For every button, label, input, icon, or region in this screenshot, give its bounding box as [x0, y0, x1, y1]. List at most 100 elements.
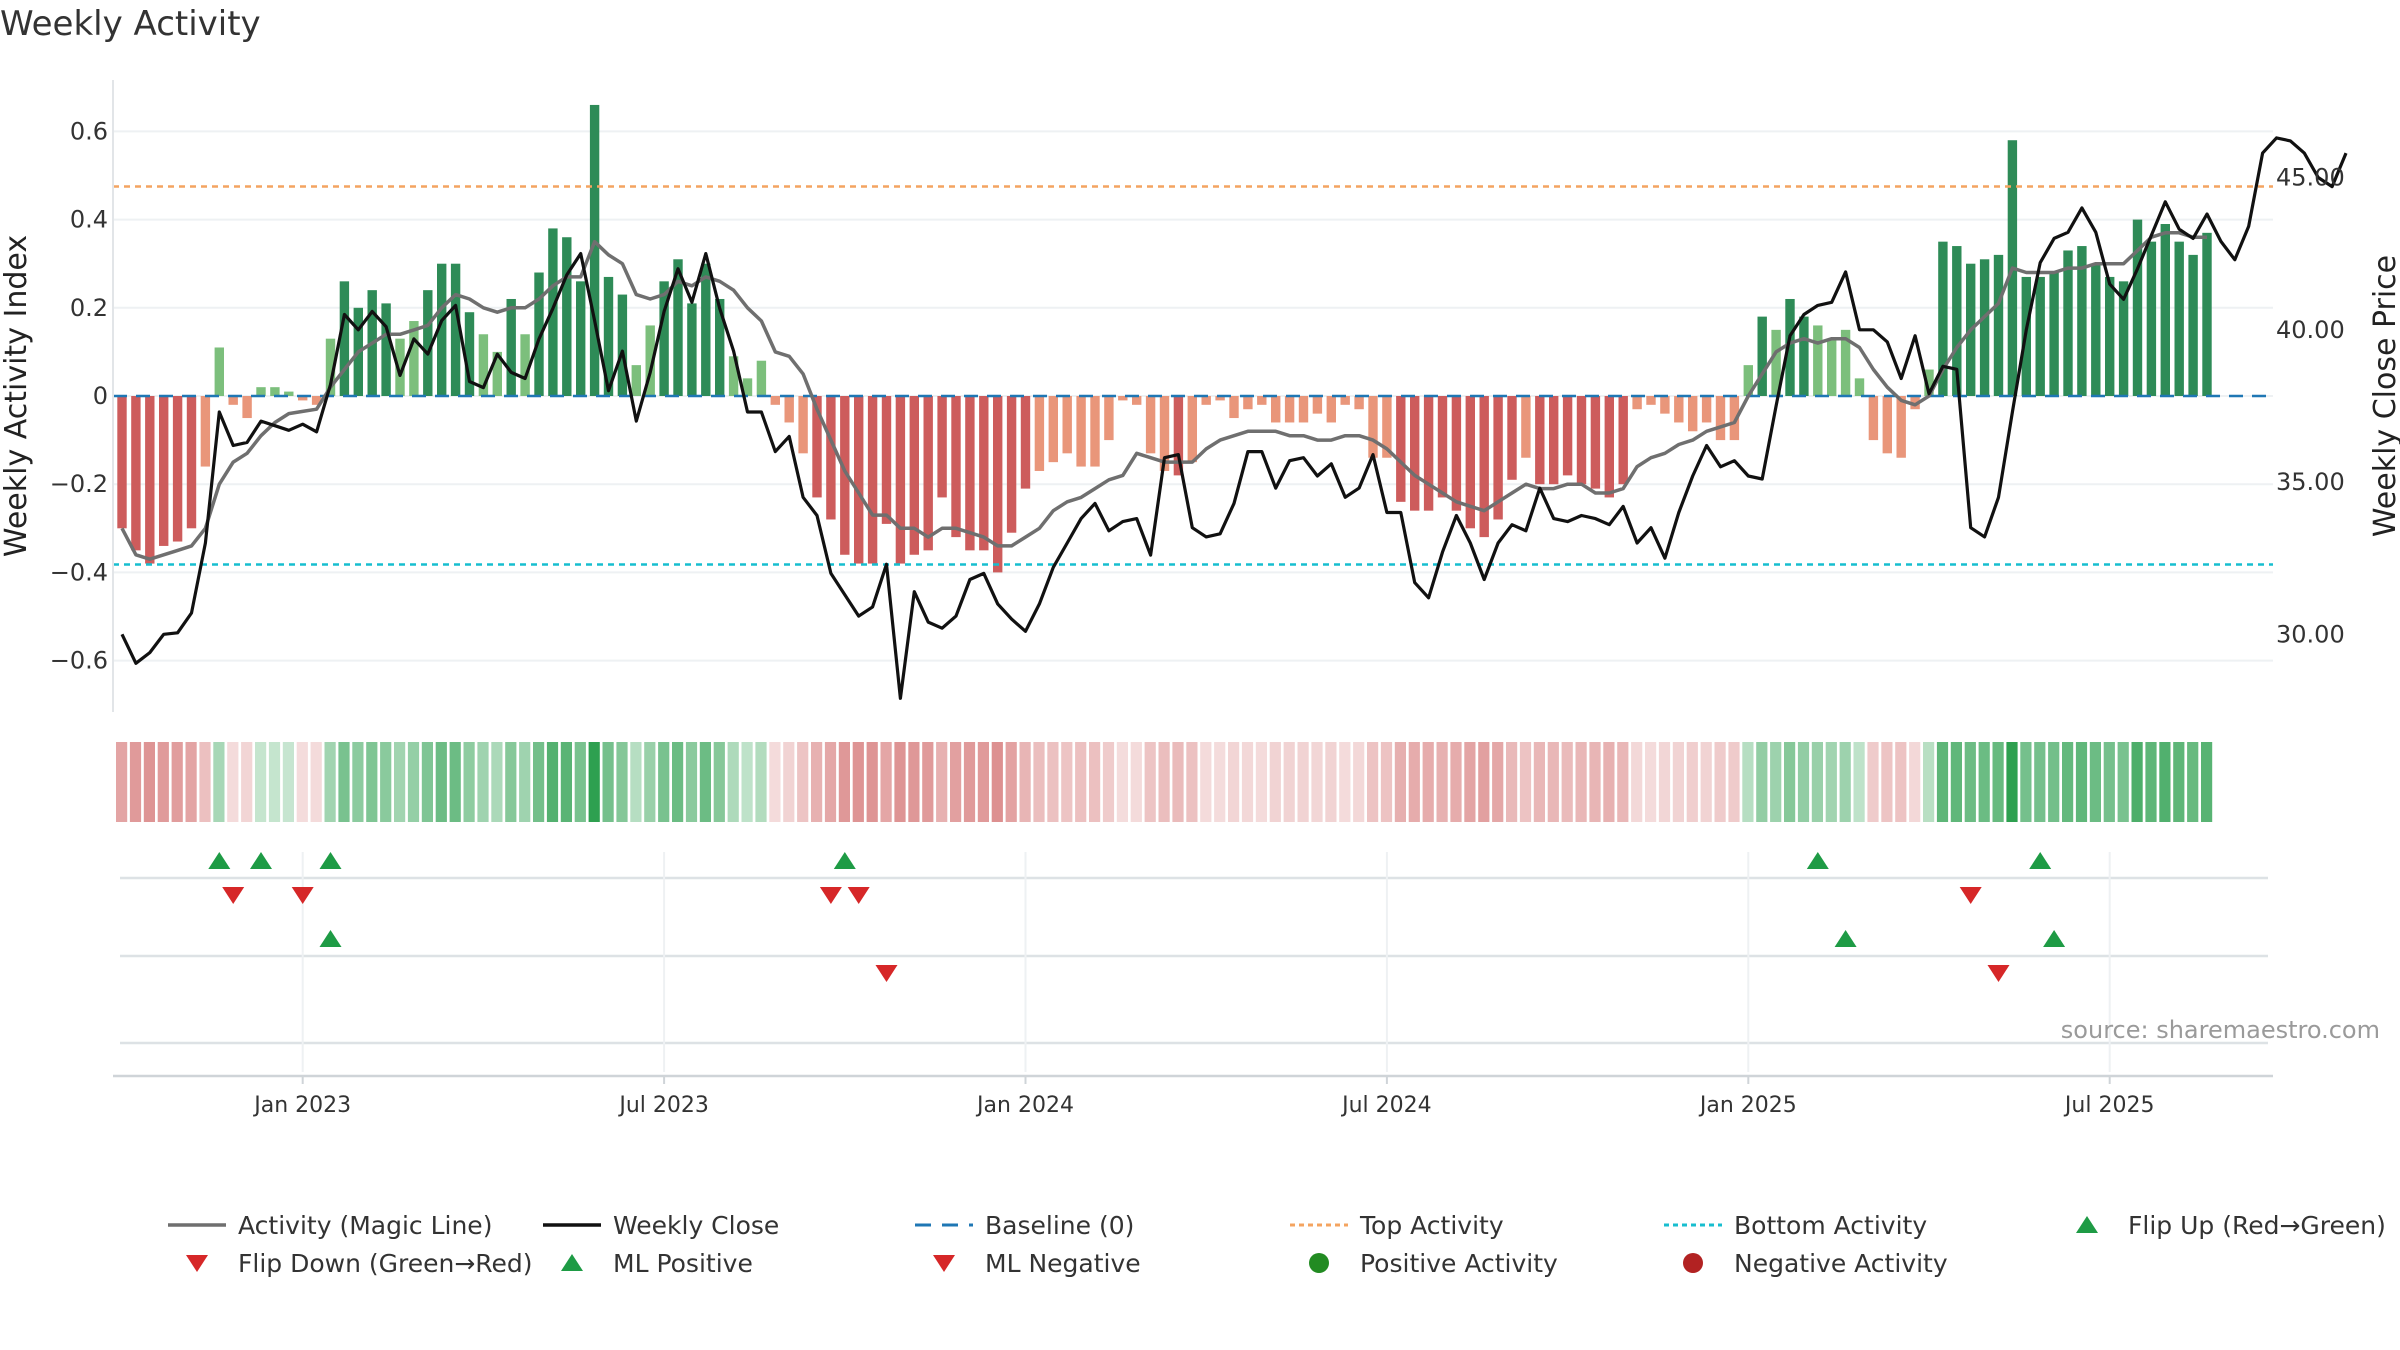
heat-cell	[950, 742, 962, 822]
heat-cell	[352, 742, 364, 822]
activity-bar	[1771, 329, 1781, 396]
heat-cell	[2089, 742, 2101, 822]
heat-cell	[2006, 742, 2018, 822]
heat-cell	[1422, 742, 1434, 822]
activity-bar	[631, 365, 641, 396]
heat-cell	[380, 742, 392, 822]
heat-cell	[1770, 742, 1782, 822]
heat-cell	[811, 742, 823, 822]
activity-bar	[2202, 232, 2212, 396]
heat-cell	[491, 742, 503, 822]
heat-cell	[338, 742, 350, 822]
activity-bar	[1882, 396, 1892, 454]
activity-bars	[117, 104, 2212, 573]
activity-bar	[1284, 396, 1295, 423]
heat-cell	[296, 742, 308, 822]
activity-bar	[2035, 276, 2045, 396]
activity-bar	[145, 396, 155, 564]
heat-cell	[366, 742, 378, 822]
activity-bar	[798, 396, 808, 454]
activity-bar	[2063, 250, 2073, 396]
activity-bar	[270, 387, 280, 396]
legend-label: Activity (Magic Line)	[238, 1211, 492, 1240]
heat-cell	[1506, 742, 1518, 822]
heat-cell	[963, 742, 976, 822]
activity-bar	[1979, 259, 1990, 396]
activity-bar	[2174, 241, 2184, 396]
heat-cell	[630, 742, 642, 822]
heat-cell	[685, 742, 698, 822]
activity-bar	[1020, 396, 1031, 489]
heat-cell	[1950, 742, 1962, 822]
y-left-tick-label: 0.4	[70, 206, 108, 234]
heat-cell	[866, 742, 878, 822]
heat-cell	[699, 742, 711, 822]
activity-bar	[1660, 396, 1670, 414]
ml-positive-marker	[2043, 930, 2066, 947]
activity-bar	[1312, 396, 1323, 414]
heat-cell	[1978, 742, 1990, 822]
heat-cell	[1923, 742, 1935, 822]
legend-label: Flip Down (Green→Red)	[238, 1249, 533, 1278]
series-lines	[120, 136, 2348, 700]
heat-cell	[908, 742, 920, 822]
heat-cell	[1367, 742, 1379, 822]
activity-bar	[1924, 369, 1934, 396]
heat-cell	[1450, 742, 1462, 822]
activity-bar	[603, 276, 614, 396]
heat-cell	[421, 742, 433, 822]
activity-bar	[2146, 241, 2157, 396]
heat-cell	[1075, 742, 1087, 822]
heat-cell	[922, 742, 934, 822]
heat-cell	[2117, 742, 2129, 822]
activity-bar	[1952, 246, 1962, 396]
legend-label: Top Activity	[1359, 1211, 1504, 1240]
heat-cell	[505, 742, 517, 822]
legend-item: ML Negative	[933, 1249, 1141, 1278]
heat-cell	[602, 742, 614, 822]
heat-cell	[1130, 742, 1142, 822]
flip-down-marker	[291, 887, 314, 904]
activity-bar	[1118, 396, 1128, 401]
heat-cell	[394, 742, 406, 822]
legend-label: Negative Activity	[1734, 1249, 1948, 1278]
heat-cell	[324, 742, 336, 822]
activity-bar	[881, 396, 892, 524]
activity-bar	[854, 396, 864, 564]
legend-item: ML Positive	[561, 1249, 753, 1278]
heat-cell	[1158, 742, 1170, 822]
activity-bar	[186, 396, 197, 529]
activity-bar	[117, 396, 127, 529]
heat-cell	[1825, 742, 1837, 822]
legend-swatch-dot	[1683, 1253, 1703, 1273]
y-axis-right-label: Weekly Close Price	[2368, 255, 2400, 537]
activity-bar	[1729, 396, 1740, 441]
legend-swatch-triangle-down	[186, 1255, 208, 1272]
x-tick-label: Jan 2023	[252, 1093, 351, 1118]
heat-cell	[1547, 742, 1559, 822]
activity-bar	[381, 303, 391, 396]
heat-cell	[1005, 742, 1017, 822]
flip-down-marker	[819, 887, 842, 904]
flip-down-marker	[222, 887, 245, 904]
activity-bar	[1423, 396, 1434, 511]
heat-cell	[936, 742, 948, 822]
heat-cell	[199, 742, 211, 822]
activity-bar	[1340, 396, 1350, 405]
activity-bar	[1590, 396, 1601, 489]
activity-bar	[1688, 396, 1698, 432]
activity-bar	[1993, 254, 2004, 396]
y-left-tick-label: 0.2	[70, 294, 108, 322]
activity-bar	[1562, 396, 1573, 476]
heat-cell	[1853, 742, 1865, 822]
heat-cell	[213, 742, 225, 822]
heat-cell	[157, 742, 169, 822]
activity-bar	[1215, 396, 1225, 401]
activity-bar	[1535, 396, 1545, 485]
heat-cell	[588, 742, 600, 822]
activity-bar	[895, 396, 906, 564]
heat-cell	[1380, 742, 1393, 822]
x-tick-label: Jan 2025	[1698, 1093, 1797, 1118]
legend-label: Flip Up (Red→Green)	[2128, 1211, 2386, 1240]
y-left-tick-label: −0.2	[50, 470, 108, 498]
